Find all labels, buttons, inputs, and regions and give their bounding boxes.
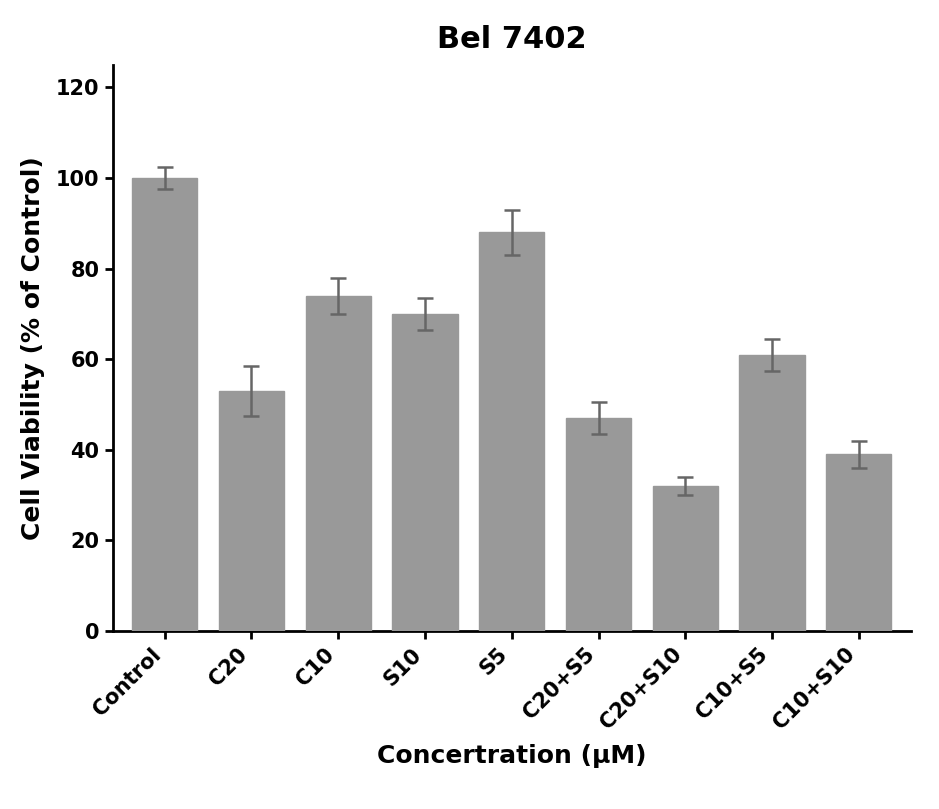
Bar — [566, 418, 631, 631]
Bar — [740, 354, 805, 631]
Bar — [826, 455, 891, 631]
Title: Bel 7402: Bel 7402 — [437, 25, 587, 54]
Bar — [219, 391, 284, 631]
Bar — [306, 296, 371, 631]
Bar — [132, 178, 197, 631]
Bar — [479, 232, 545, 631]
Y-axis label: Cell Viability (% of Control): Cell Viability (% of Control) — [21, 156, 45, 540]
Bar — [653, 486, 717, 631]
Bar — [393, 314, 457, 631]
X-axis label: Concertration (μM): Concertration (μM) — [377, 744, 647, 769]
